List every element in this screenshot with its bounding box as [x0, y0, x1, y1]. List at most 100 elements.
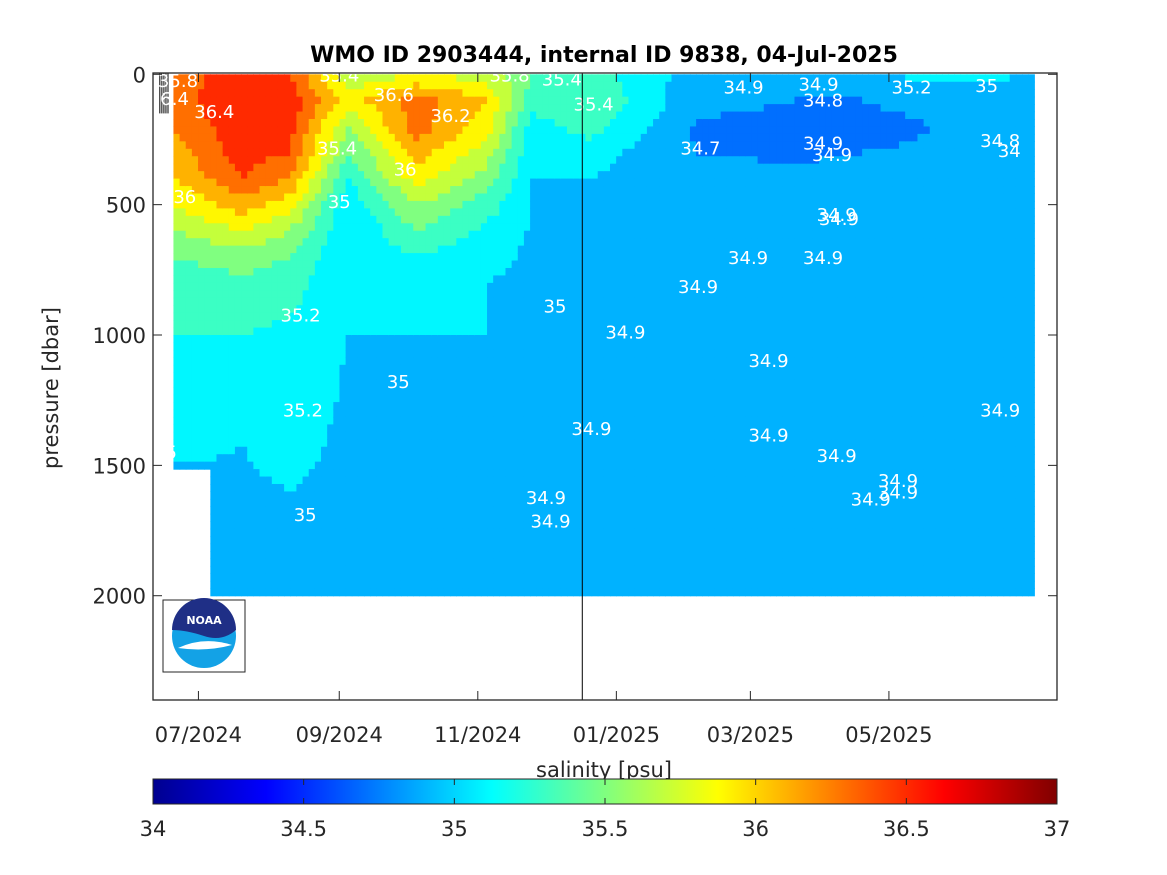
- heatmap-cell: [327, 230, 334, 239]
- heatmap-cell: [560, 469, 568, 478]
- heatmap-cell: [382, 335, 390, 344]
- heatmap-cell: [376, 439, 384, 448]
- heatmap-cell: [173, 141, 181, 150]
- heatmap-cell: [216, 461, 224, 470]
- heatmap-cell: [603, 551, 611, 560]
- heatmap-cell: [456, 372, 464, 381]
- heatmap-cell: [548, 253, 556, 262]
- heatmap-cell: [277, 431, 285, 440]
- heatmap-cell: [302, 454, 310, 463]
- heatmap-cell: [443, 148, 451, 157]
- heatmap-cell: [407, 402, 414, 411]
- heatmap-cell: [284, 521, 291, 530]
- heatmap-cell: [271, 200, 279, 209]
- heatmap-cell: [474, 290, 482, 299]
- heatmap-cell: [505, 89, 513, 98]
- heatmap-cell: [413, 416, 420, 425]
- heatmap-cell: [585, 402, 593, 411]
- heatmap-cell: [487, 461, 494, 470]
- heatmap-cell: [382, 498, 390, 507]
- heatmap-cell: [191, 305, 199, 314]
- heatmap-cell: [493, 245, 500, 254]
- heatmap-cell: [321, 148, 328, 157]
- heatmap-cell: [265, 431, 273, 440]
- heatmap-cell: [610, 379, 617, 388]
- heatmap-cell: [437, 253, 445, 262]
- heatmap-cell: [308, 327, 316, 336]
- heatmap-cell: [241, 580, 248, 589]
- heatmap-cell: [388, 491, 396, 500]
- heatmap-cell: [597, 454, 605, 463]
- heatmap-cell: [185, 349, 193, 358]
- heatmap-cell: [210, 342, 218, 351]
- heatmap-cell: [370, 126, 377, 135]
- heatmap-cell: [560, 513, 568, 522]
- heatmap-cell: [616, 200, 623, 209]
- heatmap-cell: [394, 230, 402, 239]
- heatmap-cell: [554, 506, 562, 515]
- heatmap-cell: [234, 364, 242, 373]
- heatmap-cell: [364, 506, 371, 515]
- heatmap-cell: [259, 439, 267, 448]
- heatmap-cell: [376, 349, 384, 358]
- heatmap-cell: [511, 290, 519, 299]
- heatmap-cell: [216, 372, 224, 381]
- heatmap-cell: [234, 133, 242, 142]
- heatmap-cell: [210, 126, 218, 135]
- heatmap-cell: [456, 461, 464, 470]
- heatmap-cell: [560, 431, 568, 440]
- heatmap-cell: [597, 476, 605, 485]
- heatmap-cell: [271, 588, 279, 597]
- heatmap-cell: [554, 260, 562, 269]
- heatmap-cell: [222, 111, 230, 120]
- heatmap-cell: [339, 267, 347, 277]
- heatmap-cell: [179, 372, 187, 381]
- heatmap-cell: [321, 193, 328, 202]
- heatmap-cell: [333, 454, 341, 463]
- heatmap-cell: [425, 186, 433, 195]
- heatmap-cell: [314, 461, 322, 470]
- heatmap-cell: [333, 305, 341, 314]
- heatmap-cell: [419, 387, 427, 396]
- heatmap-cell: [382, 89, 390, 98]
- heatmap-cell: [400, 267, 408, 277]
- heatmap-cell: [511, 141, 519, 150]
- heatmap-cell: [456, 320, 464, 329]
- heatmap-cell: [499, 312, 507, 321]
- heatmap-cell: [505, 163, 513, 172]
- heatmap-cell: [413, 551, 420, 560]
- heatmap-cell: [321, 416, 328, 425]
- heatmap-cell: [573, 491, 580, 500]
- heatmap-cell: [382, 454, 390, 463]
- heatmap-cell: [191, 357, 199, 366]
- heatmap-cell: [228, 133, 236, 142]
- heatmap-cell: [173, 74, 181, 83]
- heatmap-cell: [388, 446, 396, 455]
- heatmap-cell: [247, 364, 254, 373]
- heatmap-cell: [431, 513, 439, 522]
- heatmap-cell: [480, 528, 488, 537]
- heatmap-cell: [487, 282, 494, 291]
- heatmap-cell: [333, 558, 341, 567]
- heatmap-cell: [450, 253, 457, 262]
- heatmap-cell: [616, 111, 623, 120]
- heatmap-cell: [419, 476, 427, 485]
- heatmap-cell: [407, 245, 414, 254]
- heatmap-cell: [585, 245, 593, 254]
- heatmap-cell: [542, 372, 550, 381]
- heatmap-cell: [265, 290, 273, 299]
- heatmap-cell: [597, 238, 605, 247]
- heatmap-cell: [456, 208, 464, 217]
- heatmap-cell: [222, 320, 230, 329]
- heatmap-cell: [536, 141, 543, 150]
- heatmap-cell: [413, 521, 420, 530]
- heatmap-cell: [425, 439, 433, 448]
- heatmap-cell: [536, 193, 543, 202]
- heatmap-cell: [357, 104, 365, 113]
- heatmap-cell: [253, 558, 261, 567]
- heatmap-cell: [382, 141, 390, 150]
- heatmap-cell: [511, 133, 519, 142]
- heatmap-cell: [560, 230, 568, 239]
- heatmap-cell: [450, 461, 457, 470]
- heatmap-cell: [487, 253, 494, 262]
